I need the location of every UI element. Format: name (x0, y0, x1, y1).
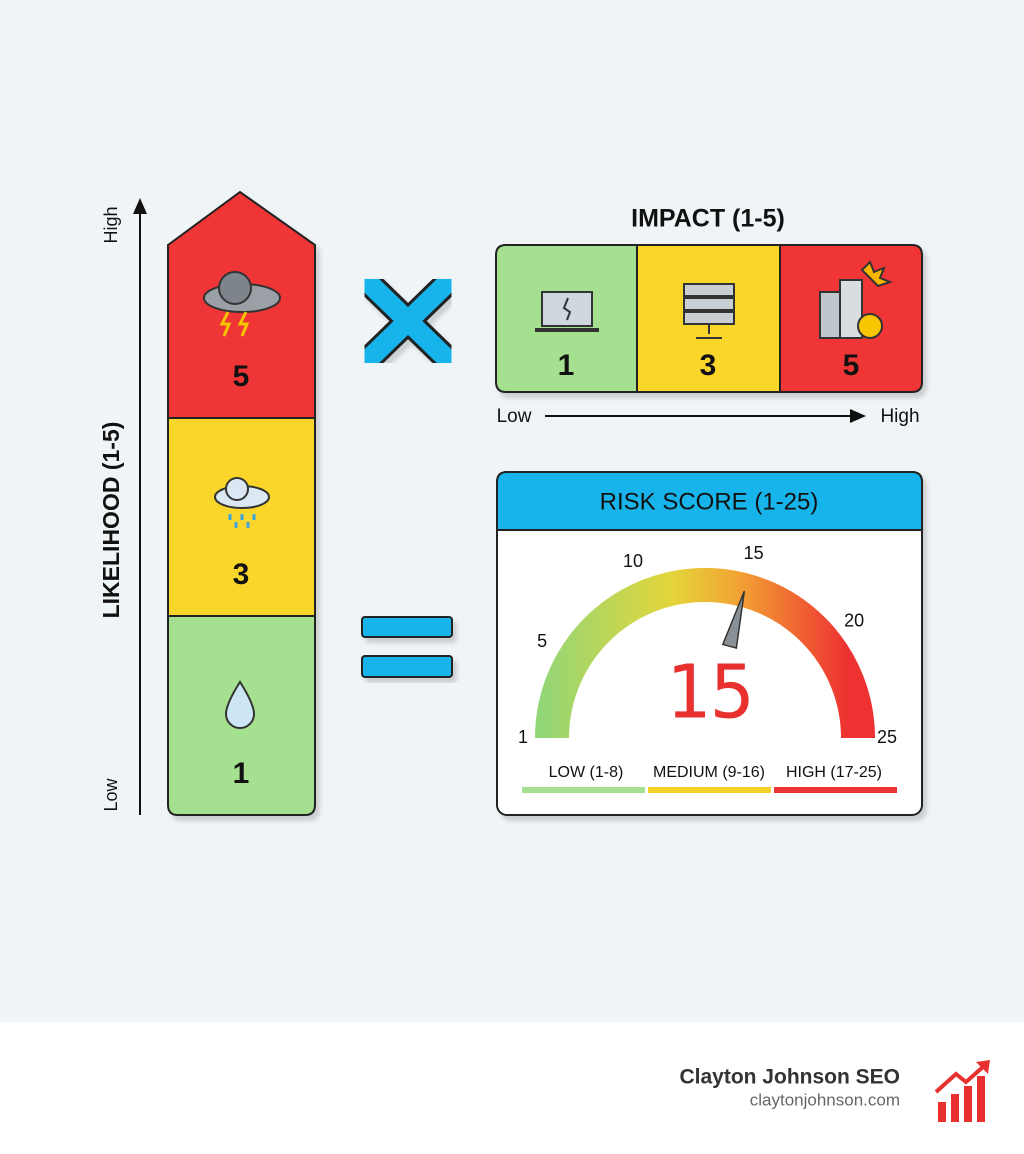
gauge-label: 20 (844, 610, 864, 630)
multiply-sign (353, 267, 463, 375)
gauge-arc (535, 568, 875, 739)
impact-level: 5 (843, 349, 860, 382)
building-icon (819, 260, 893, 339)
rain-icon (214, 477, 270, 528)
risk-title: RISK SCORE (1-25) (600, 488, 819, 515)
axis-low: Low (101, 777, 121, 811)
impact-level: 1 (558, 349, 575, 382)
gauge-label: 10 (623, 551, 643, 571)
axis-arrowhead (850, 409, 866, 423)
storm-icon (203, 271, 281, 337)
impact-level: 3 (700, 349, 717, 382)
axis-high: High (101, 206, 121, 243)
gauge-label: 1 (518, 727, 528, 747)
band-label: LOW (1-8) (549, 764, 624, 781)
brand-url: claytonjohnson.com (750, 1090, 900, 1109)
laptop-icon (535, 291, 599, 332)
equals-sign (361, 616, 453, 678)
axis-arrowhead (133, 198, 147, 214)
likelihood-level: 3 (233, 558, 250, 591)
gauge-label: 5 (537, 631, 547, 651)
band-label: HIGH (17-25) (786, 764, 882, 781)
band-label: MEDIUM (9-16) (653, 764, 765, 781)
likelihood-level: 5 (233, 360, 250, 393)
gauge-label: 15 (744, 543, 764, 563)
server-icon (683, 283, 735, 339)
band-bar (648, 787, 771, 793)
score-display: 15 (665, 650, 754, 736)
band-bar (774, 787, 897, 793)
gauge-needle (721, 590, 746, 649)
gauge-label: 25 (877, 727, 897, 747)
brand-logo (934, 1060, 990, 1122)
likelihood-title: LIKELIHOOD (1-5) (98, 422, 124, 619)
impact-high: High (880, 406, 919, 427)
footer-bg (0, 1022, 1024, 1154)
likelihood-level: 1 (233, 757, 250, 790)
impact-title: IMPACT (1-5) (631, 205, 785, 233)
band-bar (522, 787, 645, 793)
risk-panel (496, 471, 923, 816)
impact-low: Low (497, 406, 532, 427)
drop-icon (224, 680, 256, 729)
brand: Clayton Johnson SEO (679, 1066, 900, 1089)
